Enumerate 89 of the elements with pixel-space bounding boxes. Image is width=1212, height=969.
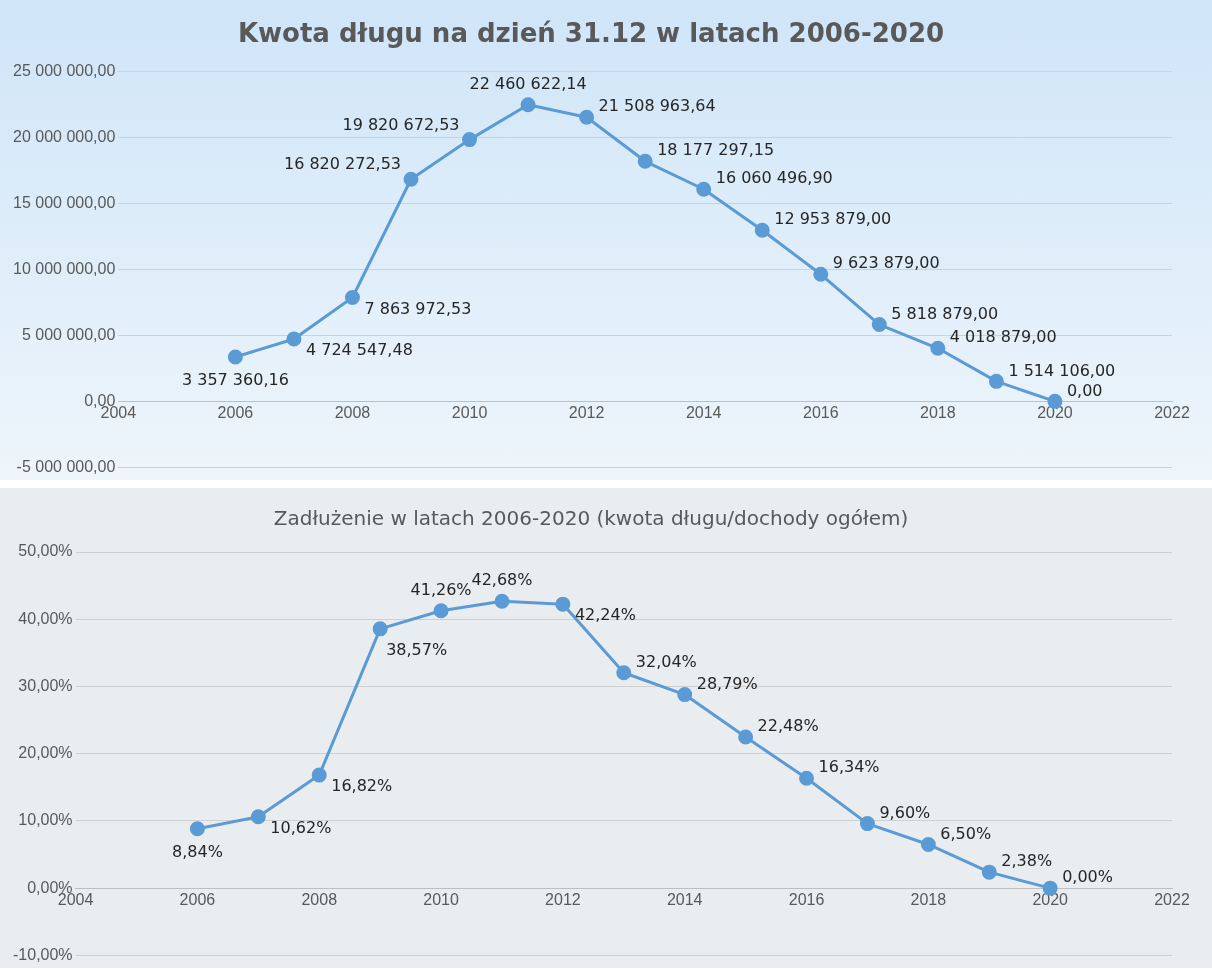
point xyxy=(981,864,997,880)
point xyxy=(494,593,510,609)
x-tick-label: 2016 xyxy=(802,404,839,422)
data-label: 10,62% xyxy=(270,817,332,837)
data-label: 42,68% xyxy=(471,570,533,590)
x-tick-label: 2018 xyxy=(920,404,956,422)
data-label: 38,57% xyxy=(386,640,448,659)
data-label: 0,00 xyxy=(1066,380,1103,400)
x-tick-label: 2010 xyxy=(451,404,488,422)
data-label: 32,04% xyxy=(635,651,697,671)
point xyxy=(859,816,875,832)
data-label: 16 060 496,90 xyxy=(715,168,833,188)
x-tick-label: 2014 xyxy=(685,404,722,422)
x-tick-label: 2022 xyxy=(1154,891,1190,909)
point xyxy=(677,687,693,703)
point xyxy=(311,767,327,783)
point xyxy=(799,770,815,786)
data-label: 1 514 106,00 xyxy=(1008,360,1116,380)
point xyxy=(227,349,243,365)
x-tick-label: 2016 xyxy=(788,891,825,909)
data-label: 12 953 879,00 xyxy=(774,209,892,229)
y-tick-label: 30,00% xyxy=(18,676,73,694)
x-tick-label: 2012 xyxy=(545,891,581,909)
y-tick-label: -10,00% xyxy=(13,945,73,963)
point xyxy=(988,373,1004,389)
point xyxy=(754,222,770,238)
point xyxy=(930,340,946,356)
data-label: 5 818 879,00 xyxy=(891,303,999,323)
y-tick-label: 10 000 000,00 xyxy=(12,259,116,277)
data-label: 16,34% xyxy=(818,757,880,777)
point xyxy=(579,109,595,125)
data-label: 7 863 972,53 xyxy=(364,298,472,318)
y-tick-label: 20 000 000,00 xyxy=(12,127,116,145)
x-tick-label: 2018 xyxy=(910,891,947,909)
data-label: 22 460 622,14 xyxy=(469,73,587,93)
data-label: 9,60% xyxy=(879,802,931,822)
x-tick-label: 2008 xyxy=(334,404,371,422)
chart-title: Zadłużenie w latach 2006-2020 (kwota długu/dochody ogółem) xyxy=(273,506,909,531)
point xyxy=(286,331,302,347)
data-label: 9 623 879,00 xyxy=(832,253,940,273)
point xyxy=(462,132,478,148)
x-tick-label: 2008 xyxy=(301,891,338,909)
y-tick-label: 40,00% xyxy=(18,609,73,627)
data-label: 42,24% xyxy=(574,605,636,625)
point xyxy=(738,729,754,745)
x-tick-label: 2012 xyxy=(568,404,605,422)
data-label: 28,79% xyxy=(696,673,758,693)
point xyxy=(520,97,536,113)
data-label: 6,50% xyxy=(940,823,992,843)
chart-title: Kwota długu na dzień 31.12 w latach 2006-2020 xyxy=(237,18,945,49)
x-tick-label: 2010 xyxy=(423,891,459,909)
point xyxy=(372,621,388,637)
x-tick-label: 2014 xyxy=(666,891,703,909)
data-label: 4 018 879,00 xyxy=(949,327,1057,347)
point xyxy=(813,266,829,282)
y-tick-label: 5 000 000,00 xyxy=(21,325,116,343)
data-label: 16 820 272,53 xyxy=(283,154,402,174)
data-label: 22,48% xyxy=(757,716,819,736)
point xyxy=(637,153,653,169)
y-tick-label: 10,00% xyxy=(18,811,73,829)
point xyxy=(555,596,571,612)
data-label: 16,82% xyxy=(331,776,393,796)
point xyxy=(871,317,887,333)
y-tick-label: 15 000 000,00 xyxy=(12,193,116,211)
data-label: 19 820 672,53 xyxy=(342,114,460,134)
point xyxy=(403,171,419,187)
data-label: 0,00% xyxy=(1062,867,1114,887)
y-tick-label: 50,00% xyxy=(18,542,73,560)
point xyxy=(250,809,266,825)
point xyxy=(616,665,632,681)
y-tick-label: 20,00% xyxy=(18,744,73,762)
data-label: 3 357 360,16 xyxy=(181,370,289,390)
x-tick-label: 2020 xyxy=(1032,891,1069,909)
data-label: 4 724 547,48 xyxy=(305,340,413,360)
point xyxy=(189,821,205,837)
point xyxy=(433,603,449,619)
x-tick-label: 2006 xyxy=(179,891,216,909)
point xyxy=(344,290,360,306)
y-tick-label: 25 000 000,00 xyxy=(12,61,116,79)
data-label: 2,38% xyxy=(1001,851,1053,871)
data-label: 41,26% xyxy=(410,579,472,599)
data-label: 21 508 963,64 xyxy=(598,96,716,116)
data-label: 8,84% xyxy=(172,841,223,861)
x-tick-label: 2022 xyxy=(1154,404,1190,422)
point xyxy=(696,181,712,197)
y-tick-label: -5 000 000,00 xyxy=(16,457,116,475)
data-label: 18 177 297,15 xyxy=(657,140,775,160)
point xyxy=(920,836,936,852)
x-tick-label: 2006 xyxy=(217,404,254,422)
